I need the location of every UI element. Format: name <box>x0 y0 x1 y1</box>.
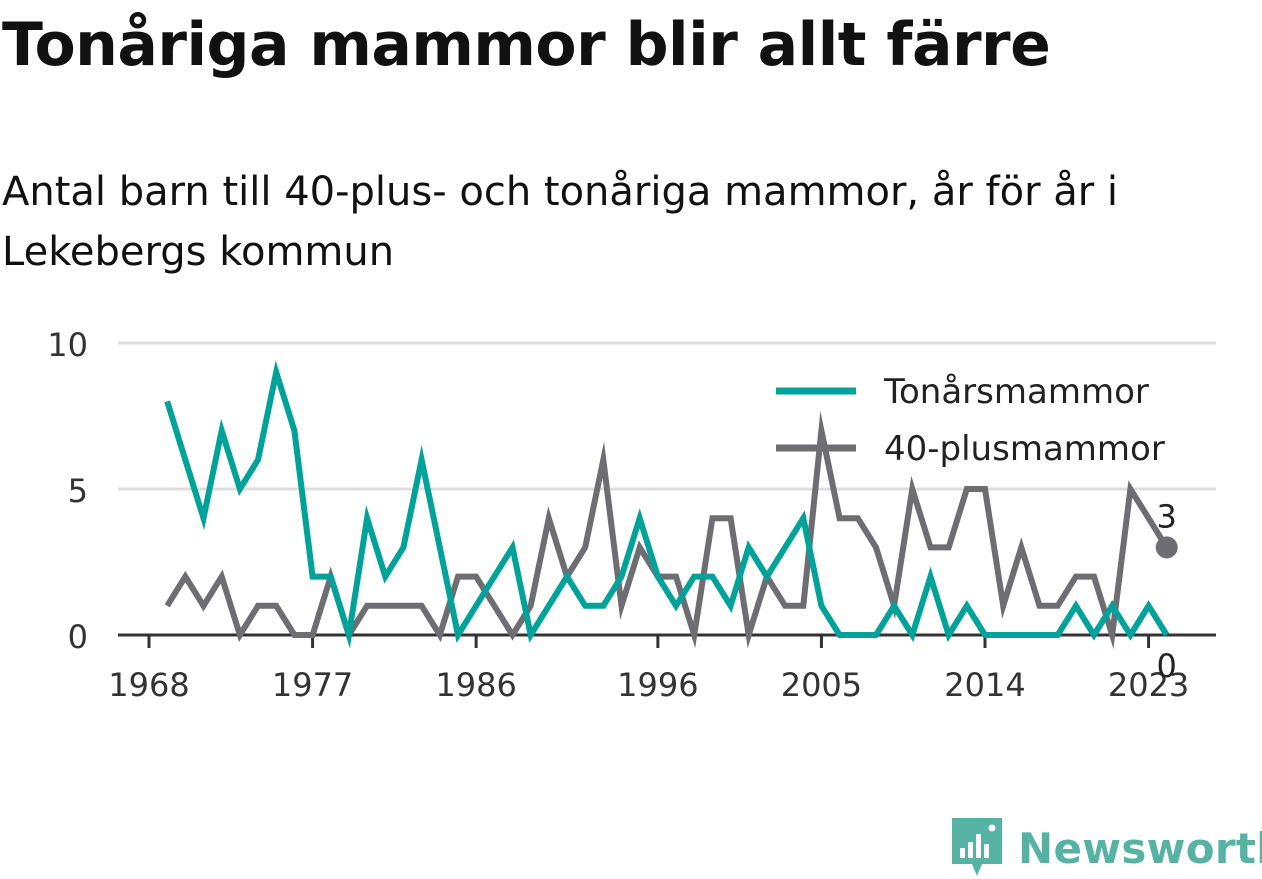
legend-label-tonarsmammor: Tonårsmammor <box>883 372 1149 412</box>
end-label-tonarsmammor: 0 <box>1157 647 1177 685</box>
x-tick-label: 2023 <box>1108 666 1189 704</box>
newsworthy-bar-chart-icon <box>952 818 1002 876</box>
chart-subtitle: Antal barn till 40-plus- och tonåriga ma… <box>2 169 1119 275</box>
x-tick-label: 2014 <box>944 666 1025 704</box>
series-line-tonarsmammor <box>164 360 1170 649</box>
newsworthy-logo: Newsworthy <box>952 818 1262 878</box>
legend-label-40-plusmammor: 40-plusmammor <box>884 429 1165 469</box>
chart-title: Tonåriga mammor blir allt färre <box>2 10 1051 80</box>
x-tick-label: 1986 <box>435 666 516 704</box>
x-tick-label: 1968 <box>108 666 189 704</box>
end-markers: 03 <box>1155 497 1178 685</box>
x-tick-label: 1996 <box>617 666 698 704</box>
brand-name: Newsworthy <box>1018 823 1262 873</box>
x-tick-label: 1977 <box>272 666 353 704</box>
end-point-40-plusmammor <box>1155 536 1178 559</box>
y-tick-label: 10 <box>47 326 88 364</box>
x-tick-label: 2005 <box>781 666 862 704</box>
y-tick-label: 0 <box>68 618 88 656</box>
end-label-40-plusmammor: 3 <box>1157 497 1177 535</box>
y-tick-labels: 0 5 10 <box>47 326 88 656</box>
legend: Tonårsmammor 40-plusmammor <box>776 372 1165 469</box>
x-axis: 1968 1977 1986 1996 2005 2014 2023 <box>108 633 1216 704</box>
y-tick-label: 5 <box>68 472 88 510</box>
series-lines <box>164 360 1170 650</box>
